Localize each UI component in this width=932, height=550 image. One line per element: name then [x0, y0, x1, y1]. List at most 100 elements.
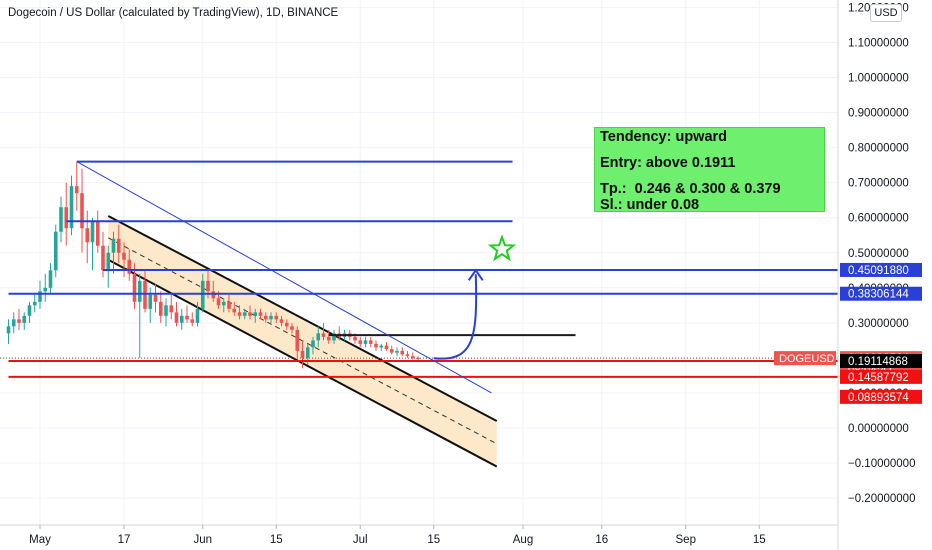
y-tick-label: 0.80000000 [848, 143, 909, 155]
candle-body [374, 343, 378, 348]
candle-body [158, 301, 163, 316]
candle-body [395, 350, 399, 353]
price-label: 0.19114868 [848, 356, 908, 368]
candle-body [95, 221, 100, 246]
candle-body [38, 291, 42, 302]
y-tick-label: 0.60000000 [848, 213, 909, 225]
symbol-tag-bg [774, 351, 836, 366]
candle-body [164, 305, 168, 316]
candle-body [232, 308, 237, 313]
chart-title: Dogecoin / US Dollar (calculated by Trad… [8, 7, 339, 19]
candle-body [153, 294, 158, 302]
candle-body [101, 245, 105, 271]
candle-body [185, 315, 189, 320]
candle-body [263, 315, 268, 320]
candle-body [48, 270, 53, 288]
candle-body [300, 350, 305, 358]
trade-annotation: Tendency: upward Entry: above 0.1911 Tp.… [594, 127, 825, 213]
candle-body [227, 301, 231, 309]
price-label-bg [840, 354, 922, 369]
candle-body [143, 280, 147, 309]
candle-body [74, 186, 79, 194]
y-tick-label: 0.90000000 [848, 108, 909, 120]
x-tick-label: 15 [753, 534, 766, 546]
blue-trendline [76, 161, 492, 394]
candle-body [321, 333, 326, 337]
candle-body [11, 319, 16, 327]
candle-body [106, 252, 111, 271]
drawn-lines [0, 160, 838, 394]
price-label: 0.14587792 [848, 372, 909, 384]
candle-body [274, 315, 279, 320]
annotation-tendency: Tendency: upward [600, 129, 728, 145]
candle-body [410, 356, 415, 358]
candle-body [216, 298, 221, 306]
candle-body [195, 308, 200, 323]
y-tick-label: −0.20000000 [848, 493, 915, 505]
candle-body [59, 207, 63, 232]
candle-body [80, 193, 84, 229]
candle-body [242, 312, 247, 316]
candle-body [190, 319, 195, 323]
candle-body [311, 340, 315, 348]
candle-body [111, 238, 116, 253]
price-label: 0.45091880 [848, 265, 909, 277]
candle-body [169, 305, 174, 313]
x-tick-label: 15 [427, 534, 440, 546]
annotation-stop-loss: Sl.: under 0.08 [600, 197, 700, 213]
candle-body [6, 326, 11, 334]
currency-button[interactable]: USD [870, 4, 902, 22]
candle-body [90, 221, 95, 243]
x-tick-label: Jul [353, 534, 368, 546]
channel-upper-line [107, 215, 498, 422]
candle-body [332, 333, 336, 341]
candle-body [379, 345, 384, 348]
candle-body [258, 312, 263, 316]
price-label-bg [840, 262, 922, 277]
candle-body [384, 345, 389, 350]
y-tick-label: 1.00000000 [848, 73, 909, 85]
annotation-targets: Tp.: 0.246 & 0.300 & 0.379 [600, 181, 781, 197]
y-tick-label: −0.10000000 [848, 458, 915, 470]
candle-body [305, 347, 310, 358]
candle-body [32, 301, 37, 306]
candle-body [127, 259, 132, 274]
candle-body [132, 273, 137, 302]
x-tick-label: Sep [676, 534, 696, 546]
candle-body [206, 280, 210, 292]
y-tick-label: 0.70000000 [848, 178, 909, 190]
price-labels: 0.450918800.383061440.1993256408:04:470.… [774, 262, 922, 404]
y-tick-label: 1.10000000 [848, 37, 909, 49]
candle-body [295, 329, 300, 351]
price-label: 0.38306144 [848, 289, 909, 301]
candle-body [221, 301, 226, 306]
y-tick-label: 0.30000000 [848, 318, 909, 330]
candle-body [290, 326, 294, 330]
x-tick-label: 15 [270, 534, 283, 546]
candle-body [85, 228, 90, 243]
price-label-bg [840, 286, 922, 301]
candle-body [53, 231, 58, 271]
star-icon [487, 234, 517, 262]
candle-body [211, 291, 216, 299]
x-tick-label: May [29, 534, 51, 546]
x-tick-label: 16 [595, 534, 608, 546]
candle-body [200, 280, 205, 309]
price-label-bg [840, 369, 922, 384]
candle-body [353, 336, 357, 341]
candles [6, 161, 420, 369]
candle-body [22, 315, 27, 323]
candle-body [174, 312, 179, 323]
candle-body [284, 322, 289, 327]
candle-body [27, 305, 32, 316]
price-label-bg [840, 389, 922, 404]
candle-body [69, 186, 74, 229]
candle-body [363, 340, 368, 344]
candle-body [179, 315, 184, 323]
price-label: 0.08893574 [848, 392, 909, 404]
candle-body [326, 336, 331, 341]
candle-body [64, 207, 69, 229]
candle-body [237, 312, 242, 316]
candle-body [405, 354, 410, 357]
